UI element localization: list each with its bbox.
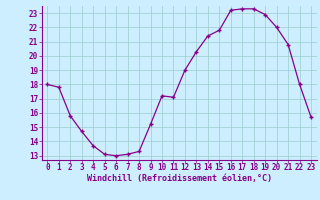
- X-axis label: Windchill (Refroidissement éolien,°C): Windchill (Refroidissement éolien,°C): [87, 174, 272, 183]
